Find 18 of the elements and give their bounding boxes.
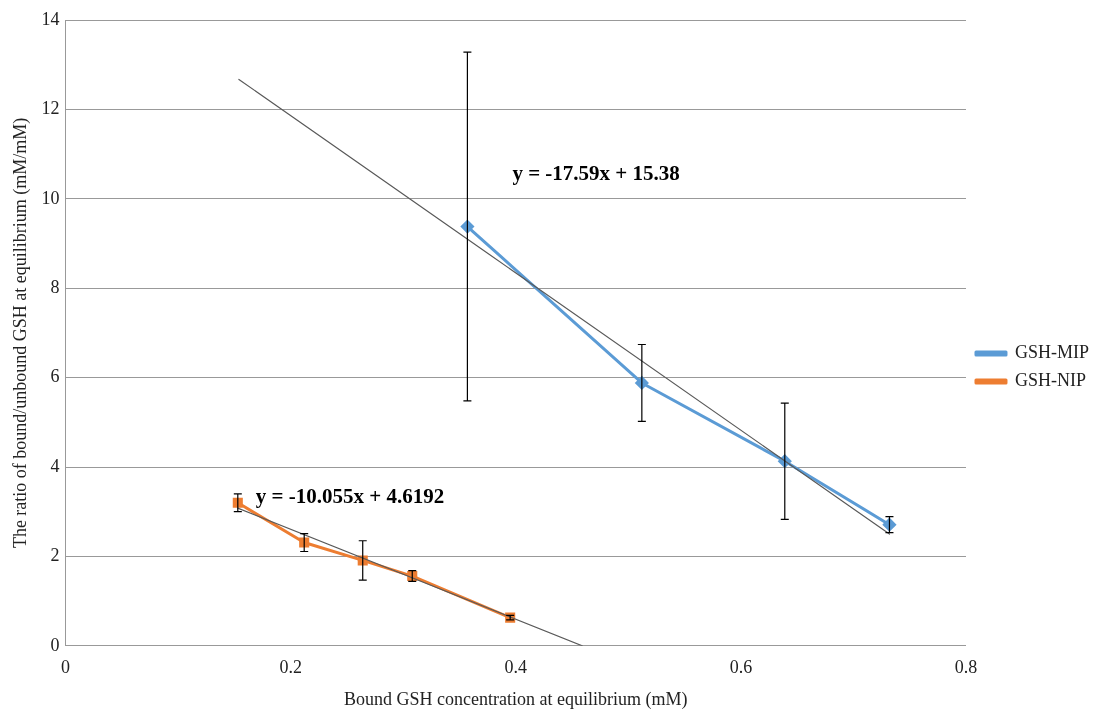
y-tick-label: 4 xyxy=(50,455,60,476)
legend-label: GSH-MIP xyxy=(1014,342,1089,363)
x-tick-label: 0.2 xyxy=(279,657,302,678)
legend-label: GSH-NIP xyxy=(1014,370,1086,391)
y-tick-label: 10 xyxy=(41,187,60,208)
x-tick-label: 0.8 xyxy=(954,657,978,678)
x-tick-label: 0.4 xyxy=(504,657,528,678)
y-tick-label: 14 xyxy=(41,8,60,29)
y-tick-label: 6 xyxy=(50,366,60,387)
y-axis-title: The ratio of bound/unbound GSH at equilibrium (mM/mM) xyxy=(9,117,31,549)
y-tick-label: 12 xyxy=(41,98,60,119)
annotation: y = -17.59x + 15.38 xyxy=(512,160,680,185)
x-tick-label: 0.6 xyxy=(729,657,753,678)
y-tick-label: 0 xyxy=(50,634,60,655)
annotation: y = -10.055x + 4.6192 xyxy=(255,484,445,509)
x-axis-title: Bound GSH concentration at equilibrium (mM) xyxy=(344,688,688,710)
y-tick-label: 2 xyxy=(50,545,60,566)
y-tick-label: 8 xyxy=(50,276,60,297)
